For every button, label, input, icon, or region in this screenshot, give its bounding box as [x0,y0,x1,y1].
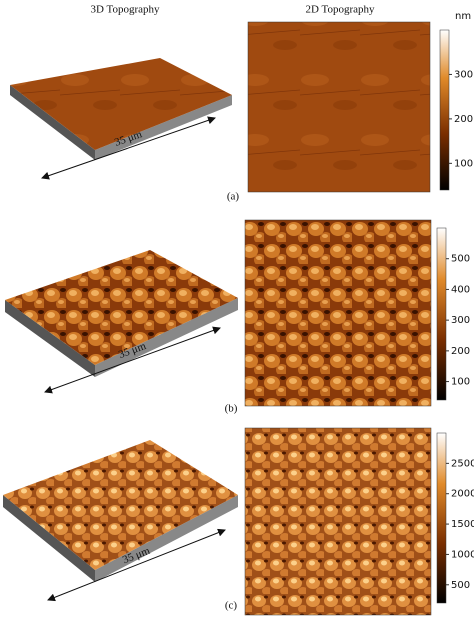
colorbar-tick-label: 2000 [451,489,474,500]
colorbar-tick-label: 1500 [451,519,474,530]
colorbar [436,432,447,604]
header: 3D Topography [91,4,160,16]
colorbar-tick-label: 2500 [451,458,474,469]
unit: nm [455,11,471,22]
panel-label: (c) [225,600,238,612]
colorbar-tick-label: 300 [454,69,473,80]
scale-arrow [47,528,226,602]
colorbar-tick-label: 500 [451,580,470,591]
colorbar-tick-label: 100 [454,158,473,169]
colorbar-tick-label: 500 [451,254,470,265]
colorbar [436,227,447,401]
header: 2D Topography [306,4,375,16]
colorbar-tick-label: 1000 [451,549,474,560]
scale-arrow [44,326,221,394]
colorbar-tick-label: 200 [454,114,473,125]
afm-image [244,219,432,407]
scale-arrow [41,116,216,180]
afm-image [244,427,432,616]
panel-label: (b) [225,403,238,415]
colorbar-tick-label: 200 [451,346,470,357]
colorbar-tick-label: 300 [451,315,470,326]
surface-3d [3,440,238,570]
colorbar-tick-label: 400 [451,284,470,295]
afm-image [247,21,431,193]
panel-label: (a) [227,191,240,203]
colorbar [439,29,450,191]
colorbar-tick-label: 100 [451,377,470,388]
